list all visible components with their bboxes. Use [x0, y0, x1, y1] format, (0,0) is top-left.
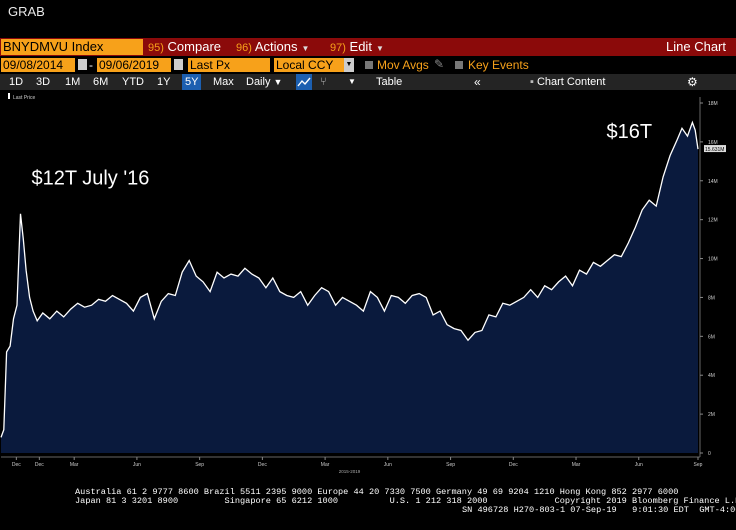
x-tick-label: Dec	[509, 462, 518, 468]
series-line	[0, 120, 699, 438]
y-tick-label: 16M	[708, 140, 718, 146]
range-max[interactable]: Max	[213, 76, 234, 88]
chart-annotation: $16T	[606, 121, 652, 143]
edit-label: Edit	[349, 39, 372, 54]
x-tick-label: Sep	[195, 462, 204, 468]
window-title: GRAB	[8, 4, 45, 19]
y-axis: 0 2M 4M 6M 8M 10M 12M 14M 16M 18M 15.631M	[700, 101, 726, 457]
table-button[interactable]: Table	[376, 76, 403, 88]
command-toolbar	[0, 38, 736, 56]
compare-label: Compare	[167, 39, 221, 54]
y-tick-label: 8M	[708, 295, 715, 301]
grid	[1, 97, 701, 458]
chevron-down-icon[interactable]: ▼	[348, 77, 356, 86]
x-axis: Dec Dec Mar Jun Sep Dec Mar Jun Sep Dec Mar Jun Sep 2…	[12, 457, 703, 474]
footer-session-line: SN 496728 H270-803-1 07-Sep-19 9:01:30 E…	[462, 505, 736, 515]
y-tick-label: 12M	[708, 218, 718, 224]
x-sublabel: 2015-2019	[339, 469, 361, 474]
checkbox-icon: ▪	[530, 76, 534, 88]
series-area	[1, 122, 698, 454]
legend-label: Last Price	[13, 95, 35, 101]
range-ytd[interactable]: YTD	[122, 76, 144, 88]
calendar-icon[interactable]	[78, 59, 87, 70]
mov-avgs-checkbox[interactable]	[365, 61, 373, 69]
range-3d[interactable]: 3D	[36, 76, 51, 88]
x-tick-label: Mar	[321, 462, 330, 468]
chevron-down-icon: ▼	[273, 77, 283, 87]
actions-button[interactable]: 96) Actions ▼	[236, 38, 309, 56]
x-tick-label: Mar	[70, 462, 79, 468]
ticker-input[interactable]: BNYDMVU Index	[1, 39, 143, 55]
currency-select[interactable]: Local CCY	[274, 58, 344, 72]
footer-copyright-line: Japan 81 3 3201 8900 Singapore 65 6212 1…	[75, 496, 736, 506]
chart-content-label: Chart Content	[536, 76, 606, 88]
chevron-down-icon[interactable]: ▼	[344, 58, 354, 72]
chart-annotation: $12T July '16	[31, 168, 149, 190]
x-tick-label: Jun	[384, 462, 392, 468]
actions-shortcut: 96)	[236, 42, 252, 54]
line-chart-icon[interactable]	[296, 74, 312, 90]
x-tick-label: Dec	[12, 462, 21, 468]
actions-label: Actions	[254, 39, 298, 54]
legend-swatch	[8, 93, 10, 99]
y-tick-label: 2M	[708, 412, 715, 418]
date-separator: -	[89, 58, 93, 72]
compare-shortcut: 95)	[148, 42, 164, 54]
gear-icon[interactable]: ⚙	[687, 75, 698, 89]
calendar-icon[interactable]	[174, 59, 183, 70]
y-tick-label: 6M	[708, 334, 715, 340]
range-1y[interactable]: 1Y	[157, 76, 171, 88]
y-tick-label: 18M	[708, 101, 718, 107]
range-5y[interactable]: 5Y	[182, 74, 202, 90]
bar-chart-icon[interactable]: ⑂	[320, 76, 327, 88]
chevron-down-icon: ▼	[301, 44, 310, 53]
range-6m[interactable]: 6M	[93, 76, 109, 88]
footer-contacts-line: Australia 61 2 9777 8600 Brazil 5511 239…	[75, 487, 679, 497]
range-1d[interactable]: 1D	[9, 76, 24, 88]
mov-avgs-label: Mov Avgs	[377, 58, 429, 72]
x-tick-label: Mar	[572, 462, 581, 468]
footer: Australia 61 2 9777 8600 Brazil 5511 239…	[0, 486, 736, 530]
edit-button[interactable]: 97) Edit ▼	[330, 38, 384, 56]
frequency-label: Daily	[246, 76, 271, 88]
edit-shortcut: 97)	[330, 42, 346, 54]
y-tick-label: 10M	[708, 257, 718, 263]
x-tick-label: Dec	[35, 462, 44, 468]
last-value-tag	[704, 145, 726, 153]
chevron-down-icon: ▼	[375, 44, 384, 53]
x-tick-label: Sep	[694, 462, 703, 468]
x-tick-label: Dec	[258, 462, 267, 468]
annotations: $12T July '16 $16T	[31, 121, 652, 190]
x-tick-label: Jun	[133, 462, 141, 468]
y-tick-label: 14M	[708, 179, 718, 185]
y-tick-label: 0	[708, 451, 711, 457]
pencil-icon[interactable]: ✎	[434, 57, 445, 71]
series-layer	[0, 120, 699, 454]
end-date-input[interactable]: 09/06/2019	[97, 58, 171, 72]
x-tick-label: Jun	[635, 462, 643, 468]
compare-button[interactable]: 95) Compare	[148, 38, 221, 56]
field-select[interactable]: Last Px	[188, 58, 270, 72]
price-chart: Last Price 0 2M 4M 6M 8M 10M 12M 14M 16M 18M 15.63…	[0, 93, 726, 474]
range-toolbar	[0, 74, 736, 90]
start-date-input[interactable]: 09/08/2014	[1, 58, 75, 72]
x-tick-label: Sep	[446, 462, 455, 468]
view-title: Line Chart	[666, 39, 726, 54]
last-value-label: 15.631M	[705, 147, 724, 153]
y-tick-label: 4M	[708, 373, 715, 379]
range-1m[interactable]: 1M	[65, 76, 81, 88]
chart-content-button[interactable]: ▪ Chart Content	[530, 74, 605, 90]
key-events-checkbox[interactable]	[455, 61, 463, 69]
collapse-icon[interactable]: «	[474, 75, 481, 89]
frequency-select[interactable]: Daily ▼	[246, 74, 282, 90]
key-events-label: Key Events	[468, 58, 529, 72]
